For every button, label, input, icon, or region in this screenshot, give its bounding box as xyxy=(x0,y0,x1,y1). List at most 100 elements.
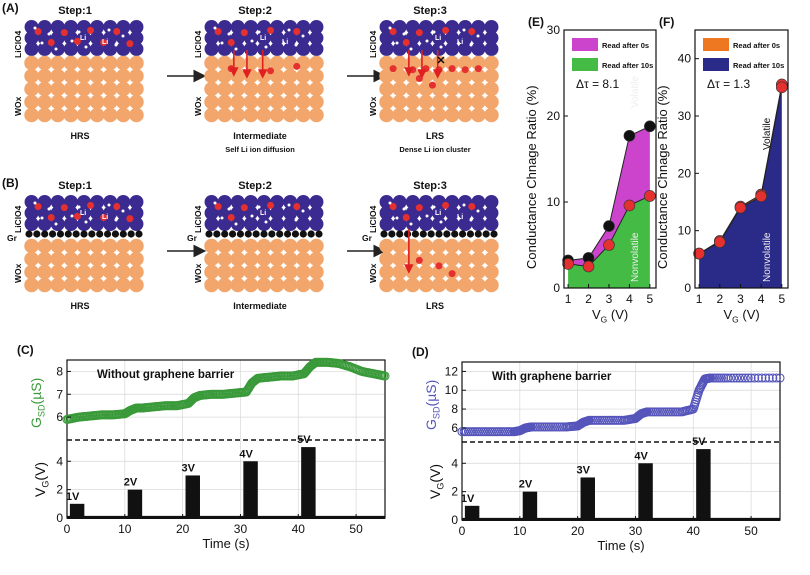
chart-annotation: Without graphene barrier xyxy=(97,369,235,381)
li-ion xyxy=(60,204,68,212)
anion-dot xyxy=(476,34,480,38)
liclo4-particle xyxy=(270,217,285,231)
liclo4-particle xyxy=(471,31,486,45)
voltage-pulse xyxy=(580,477,595,520)
conductance-point xyxy=(729,373,739,383)
graphene-atom xyxy=(276,230,284,238)
liclo4-particle xyxy=(116,206,131,220)
wox-particle xyxy=(296,68,311,84)
li-ion xyxy=(267,67,275,75)
wox-particle xyxy=(379,107,394,123)
liclo4-particle xyxy=(24,31,39,45)
li-label: Li xyxy=(435,35,441,42)
liclo4-particle xyxy=(63,42,78,56)
li-ion xyxy=(227,214,235,221)
liclo4-particle xyxy=(309,217,324,231)
li-ion xyxy=(214,203,222,210)
liclo4-particle xyxy=(243,195,258,209)
li-label: Li xyxy=(457,39,463,46)
wox-particle xyxy=(76,251,92,267)
y-tick-label: 10 xyxy=(678,224,692,238)
liclo4-particle xyxy=(484,217,499,231)
conductance-point xyxy=(746,373,756,383)
wox-particle xyxy=(296,238,311,254)
liclo4-particle xyxy=(392,217,407,231)
liclo4-particle xyxy=(204,217,219,231)
anion-dot xyxy=(54,47,58,51)
wox-particle xyxy=(89,55,105,71)
conductance-point xyxy=(743,373,753,383)
wox-particle xyxy=(116,107,131,123)
liclo4-particle xyxy=(309,42,324,56)
graphene-atom xyxy=(56,230,65,238)
graphene-atom xyxy=(252,230,260,238)
y-tick-label: 20 xyxy=(547,109,561,123)
layer-label-bottom: WOx xyxy=(13,96,23,116)
liclo4-particle xyxy=(418,206,433,220)
liclo4-particle xyxy=(309,20,324,34)
wox-particle xyxy=(89,107,105,123)
wox-particle xyxy=(379,277,394,293)
li-ion xyxy=(435,262,443,270)
wox-particle xyxy=(230,107,246,123)
wox-particle xyxy=(405,264,421,280)
wox-particle xyxy=(89,94,105,110)
wox-particle xyxy=(282,238,298,254)
x-tick-label: 2 xyxy=(716,292,723,306)
layer-label-bottom: WOx xyxy=(193,263,203,283)
step-title: Step:3 xyxy=(413,180,447,192)
pulse-label: 2V xyxy=(519,479,533,491)
liclo4-particle xyxy=(24,217,39,231)
y-tick-label: 4 xyxy=(56,454,63,468)
legend-swatch xyxy=(703,58,729,71)
wox-particle xyxy=(471,81,486,97)
li-ion xyxy=(293,203,301,210)
y-tick-label: 2 xyxy=(56,483,63,497)
wox-particle xyxy=(296,277,311,293)
x-tick-label: 5 xyxy=(778,292,785,306)
liclo4-particle xyxy=(204,42,219,56)
wox-particle xyxy=(256,94,272,110)
wox-particle xyxy=(405,81,421,97)
wox-particle xyxy=(256,277,272,293)
liclo4-particle xyxy=(129,195,144,209)
wox-particle xyxy=(24,55,39,71)
liclo4-particle xyxy=(471,42,486,56)
pulse-label: 2V xyxy=(124,477,138,489)
liclo4-particle xyxy=(270,206,285,220)
y-tick-label: 6 xyxy=(451,421,458,435)
wox-particle xyxy=(76,68,92,84)
li-ion xyxy=(87,26,95,34)
liclo4-particle xyxy=(204,31,219,45)
graphene-label: Gr xyxy=(362,233,373,243)
liclo4-particle xyxy=(418,217,433,231)
graphene-atom xyxy=(119,230,127,238)
li-ion xyxy=(461,66,469,74)
legend-label: Read after 10s xyxy=(602,61,653,70)
wox-particle xyxy=(444,81,460,97)
step-title: Step:1 xyxy=(58,180,92,192)
x-tick-label: 0 xyxy=(64,522,71,536)
liclo4-particle xyxy=(129,206,144,220)
anion-dot xyxy=(409,47,413,51)
wox-particle xyxy=(296,251,311,267)
wox-particle xyxy=(116,55,131,71)
wox-particle xyxy=(405,107,421,123)
graphene-atom xyxy=(127,230,135,238)
anion-dot xyxy=(40,41,44,45)
li-ion xyxy=(468,28,476,35)
wox-particle xyxy=(102,264,118,280)
wox-particle xyxy=(269,238,285,254)
wox-particle xyxy=(50,107,66,123)
x-tick-label: 40 xyxy=(292,522,306,536)
li-label: Li xyxy=(102,214,108,221)
wox-particle xyxy=(102,251,118,267)
wox-particle xyxy=(296,264,311,280)
anion-dot xyxy=(439,220,443,224)
liclo4-particle xyxy=(445,31,460,45)
panel-label-a: (A) xyxy=(2,1,19,15)
wox-particle xyxy=(392,81,407,97)
wox-particle xyxy=(89,264,105,280)
wox-particle xyxy=(116,81,131,97)
li-ion xyxy=(227,39,235,46)
